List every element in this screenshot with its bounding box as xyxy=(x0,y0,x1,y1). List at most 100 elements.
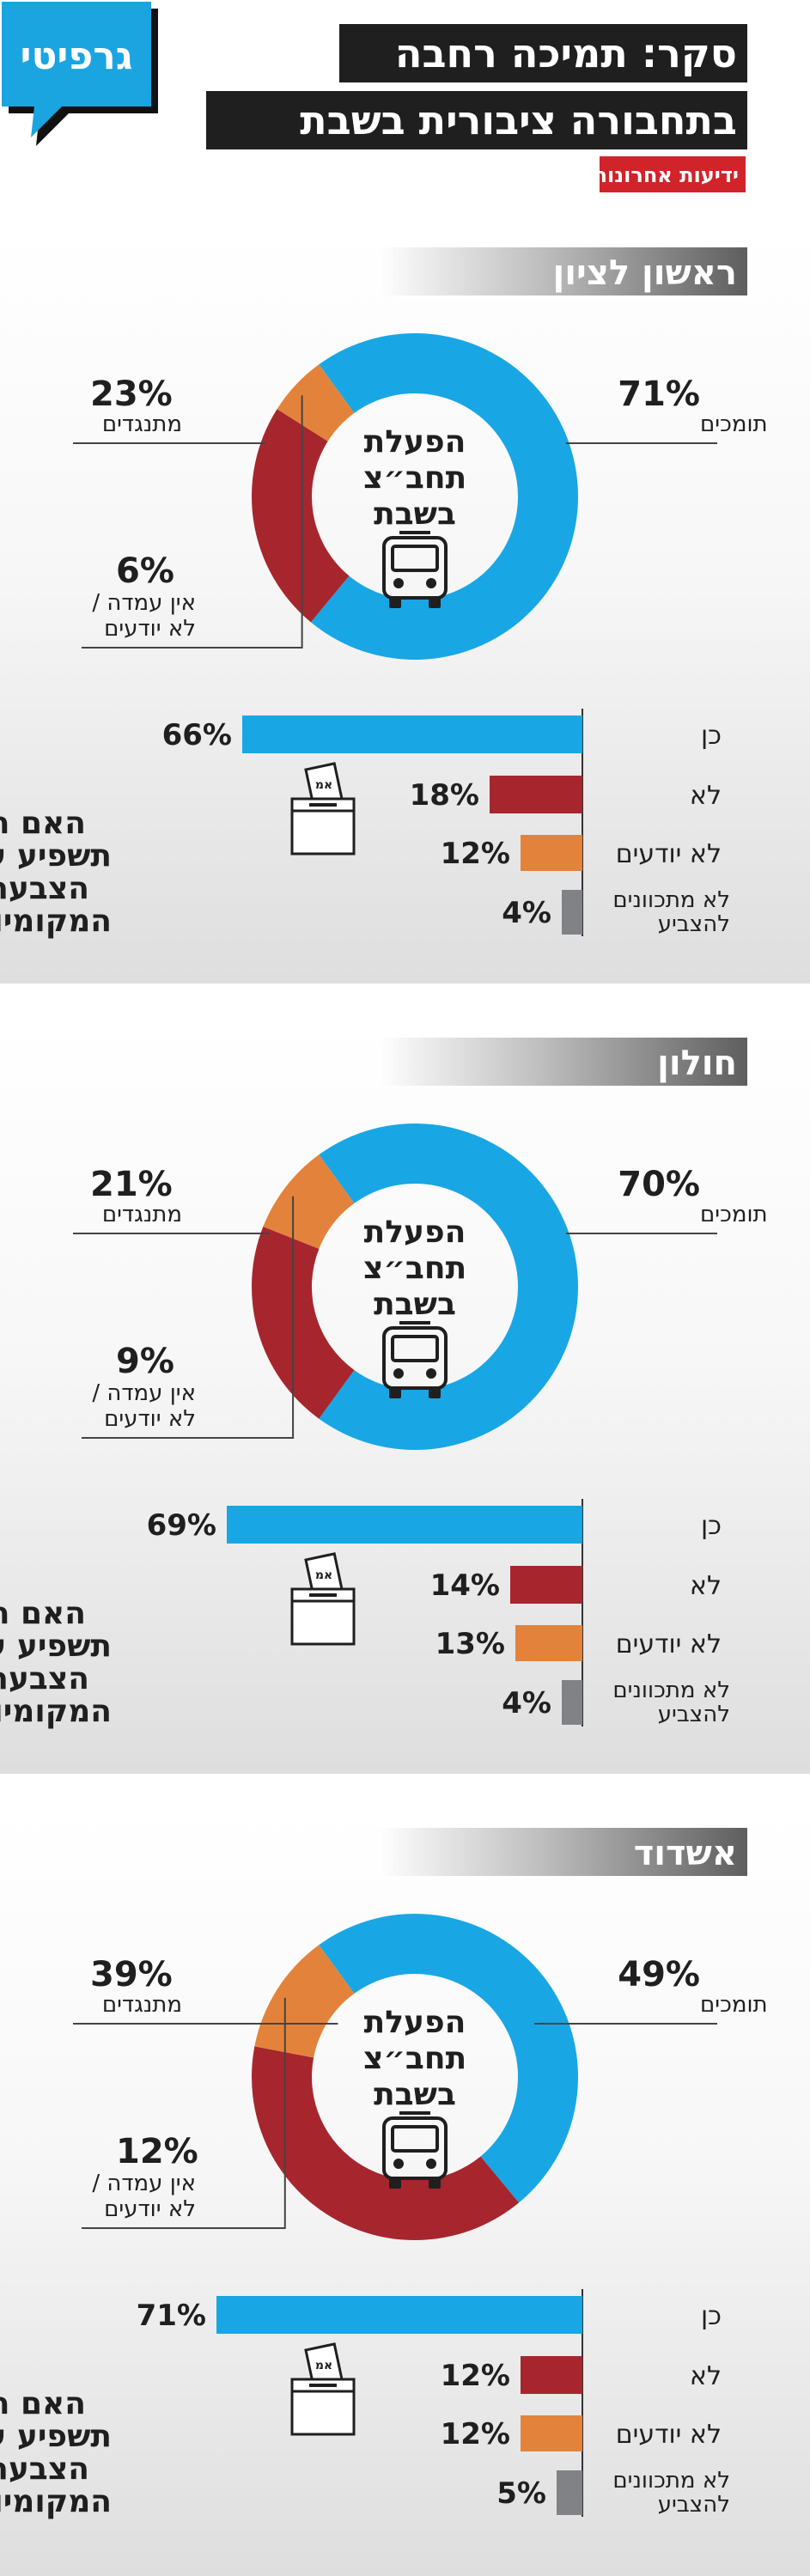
bar-label-4b: להצביע xyxy=(658,911,730,937)
bus-body xyxy=(382,2116,448,2180)
donut-label-text-3a: אין עמדה / xyxy=(92,1380,196,1406)
bar-label-1: כן xyxy=(701,2301,722,2331)
donut-label-text-2: מתנגדים xyxy=(102,411,182,437)
bus-wheel-left xyxy=(389,2177,401,2189)
bar-value-2: 12% xyxy=(441,2359,510,2393)
brand-bubble xyxy=(2,2,151,137)
ballot-box-body xyxy=(290,1587,356,1646)
donut-label-value-3: 9% xyxy=(116,1342,174,1381)
donut-slice-1 xyxy=(319,1123,579,1450)
section-title: ראשון לציון xyxy=(553,253,737,293)
donut-label-value-1: 70% xyxy=(618,1165,700,1204)
donut-label-text-3b: לא יודעים xyxy=(104,616,196,642)
bar-label-4b: להצביע xyxy=(658,2492,730,2518)
donut-label-value-2: 21% xyxy=(90,1165,173,1204)
section-title: אשדוד xyxy=(634,1834,737,1873)
ballot-box-icon: אמ xyxy=(290,1552,356,1646)
question-line-4: המקומיות xyxy=(0,2484,112,2519)
ballot-label: אמ xyxy=(315,2359,332,2372)
bar-3 xyxy=(521,2415,582,2451)
question-line-1: האם הסוגיה xyxy=(0,2386,86,2421)
donut-center-line-3: בשבת xyxy=(374,1287,456,1322)
ballot-box-body xyxy=(290,2378,356,2436)
bar-label-4a: לא מתכוונים xyxy=(612,1678,730,1703)
bar-chart: 69% כן 14% לא 13% לא יודעים 4% לא מתכווניםלהצבי… xyxy=(147,1499,730,1727)
bus-icon xyxy=(382,531,448,608)
bar-label-4a: לא מתכוונים xyxy=(612,2468,730,2494)
ballot-label: אמ xyxy=(315,1568,332,1582)
bar-value-3: 12% xyxy=(441,837,510,871)
donut-center-line-1: הפעלת xyxy=(364,1215,466,1250)
bus-window xyxy=(391,545,439,572)
title-line-1: סקר: תמיכה רחבה xyxy=(395,30,737,76)
donut-leader-3 xyxy=(82,1196,295,1439)
ballot-label: אמ xyxy=(315,778,332,792)
question-line-4: המקומיות xyxy=(0,904,112,939)
bar-value-2: 14% xyxy=(430,1568,500,1603)
question-line-3: הצבעתך בבחירות xyxy=(0,2451,89,2487)
donut-slice-3 xyxy=(277,364,355,442)
donut-center-line-3: בשבת xyxy=(374,2077,456,2112)
title-bg-1 xyxy=(339,24,747,82)
bar-4 xyxy=(557,2470,582,2515)
donut-slice-2 xyxy=(252,2046,520,2240)
bar-label-3: לא יודעים xyxy=(616,1629,722,1659)
bus-light-left xyxy=(393,2159,404,2169)
ballot-box-icon: אמ xyxy=(290,762,356,856)
bus-light-left xyxy=(393,578,404,588)
bar-2 xyxy=(510,1566,582,1604)
bus-wheel-left xyxy=(389,596,401,608)
bus-body xyxy=(382,1326,448,1390)
question-line-2: תשפיע על xyxy=(0,1629,112,1664)
bar-label-4a: לא מתכוונים xyxy=(612,887,730,913)
bar-value-1: 69% xyxy=(147,1508,216,1543)
bar-1 xyxy=(242,716,582,753)
question-block: האם הסוגיהתשפיע עלהצבעתך בבחירותהמקומיות… xyxy=(0,1552,356,1729)
donut-label-value-1: 49% xyxy=(618,1955,700,1994)
donut-label-value-2: 23% xyxy=(90,375,173,414)
bar-value-4: 4% xyxy=(502,1686,551,1720)
section-title-band xyxy=(378,1038,747,1086)
source-bg xyxy=(600,156,746,192)
donut-label-text-1: תומכים xyxy=(700,411,768,437)
bar-label-3: לא יודעים xyxy=(616,839,722,869)
bar-value-1: 66% xyxy=(162,718,232,752)
donut-label-text-3a: אין עמדה / xyxy=(92,2171,196,2196)
title-line-2: בתחבורה ציבורית בשבת xyxy=(300,97,737,143)
donut-label-text-1: תומכים xyxy=(700,1992,768,2018)
question-line-1: האם הסוגיה xyxy=(0,806,86,841)
question-line-2: תשפיע על xyxy=(0,2419,112,2454)
donut-label-text-2: מתנגדים xyxy=(102,1202,182,1227)
bus-wheel-right xyxy=(429,596,441,608)
section-title: חולון xyxy=(657,1044,737,1083)
brand-badge: גרפיטי xyxy=(2,2,158,146)
bar-1 xyxy=(227,1506,582,1544)
bus-wheel-right xyxy=(429,1386,441,1398)
bus-light-left xyxy=(393,1368,404,1379)
bar-chart: 71% כן 12% לא 12% לא יודעים 5% לא מתכווניםלהצבי… xyxy=(137,2289,730,2518)
donut-center-line-2: תחב״צ xyxy=(363,1251,466,1286)
donut-labels: 49%תומכים 39%מתנגדים 12%אין עמדה /לא יודעי… xyxy=(73,1955,768,2229)
donut-center-line-1: הפעלת xyxy=(364,2005,466,2040)
bar-3 xyxy=(515,1625,582,1661)
header: גרפיטי סקר: תמיכה רחבה בתחבורה ציבורית ב… xyxy=(2,2,747,192)
donut-slice-2 xyxy=(252,409,350,623)
donut-center-line-2: תחב״צ xyxy=(363,460,466,496)
question-line-3: הצבעתך בבחירות xyxy=(0,871,89,906)
donut-center-line-1: הפעלת xyxy=(364,424,466,460)
donut-leader-3 xyxy=(82,1997,286,2229)
city-sections: ראשון לציוןהפעלתתחב״צבשבת71%תומכים23%מתנ… xyxy=(0,232,810,2576)
donut-label-value-2: 39% xyxy=(90,1955,173,1994)
donut-slice-3 xyxy=(254,1945,355,2058)
bar-2 xyxy=(490,776,582,813)
bus-window xyxy=(391,2125,439,2153)
bar-chart: 66% כן 18% לא 12% לא יודעים 4% לא מתכווניםלהצבי… xyxy=(162,709,730,937)
ballot-box-icon: אמ xyxy=(290,2342,356,2436)
donut-label-text-3a: אין עמדה / xyxy=(92,590,196,616)
